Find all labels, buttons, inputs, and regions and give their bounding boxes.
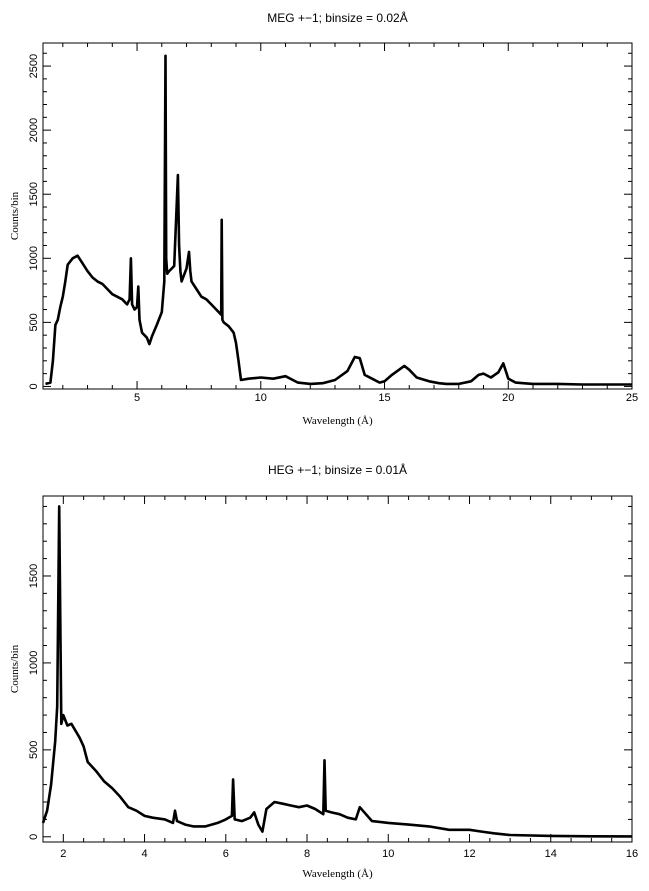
plot-frame bbox=[42, 495, 633, 843]
x-tick-label: 10 bbox=[382, 848, 394, 860]
y-tick-label: 0 bbox=[28, 383, 40, 389]
x-tick-label: 8 bbox=[304, 848, 310, 860]
y-tick-label: 1500 bbox=[28, 182, 40, 206]
chart-title: HEG +−1; binsize = 0.01Å bbox=[268, 462, 407, 477]
y-tick-label: 1000 bbox=[28, 246, 40, 270]
y-axis-label: Counts/bin bbox=[9, 191, 21, 240]
x-tick-label: 12 bbox=[463, 848, 475, 860]
spectrum-line bbox=[41, 505, 633, 838]
x-tick-label: 10 bbox=[255, 392, 267, 404]
y-tick-label: 2500 bbox=[28, 54, 40, 78]
x-tick-label: 6 bbox=[223, 848, 229, 860]
y-tick-label: 1500 bbox=[28, 564, 40, 588]
x-tick-label: 5 bbox=[134, 392, 140, 404]
x-axis-label: Wavelength (Å) bbox=[302, 415, 373, 427]
y-tick-label: 500 bbox=[28, 741, 40, 759]
y-axis-label: Counts/bin bbox=[9, 644, 21, 693]
x-axis-label: Wavelength (Å) bbox=[302, 868, 373, 880]
chart-title: MEG +−1; binsize = 0.02Å bbox=[267, 10, 407, 25]
chart-panel-1: MEG +−1; binsize = 0.02Å 5 10 15 20 25 0 500 100… bbox=[9, 10, 638, 427]
y-tick-label: 1000 bbox=[28, 651, 40, 675]
chart-panel-2: HEG +−1; binsize = 0.01Å 2 4 6 8 10 12 14 16 0 500… bbox=[9, 462, 638, 880]
x-tick-label: 2 bbox=[60, 848, 66, 860]
x-tick-label: 4 bbox=[141, 848, 147, 860]
x-tick-label: 16 bbox=[626, 848, 638, 860]
y-tick-label: 500 bbox=[28, 313, 40, 331]
y-tick-label: 2000 bbox=[28, 118, 40, 142]
spectrum-line bbox=[45, 54, 632, 386]
x-tick-label: 15 bbox=[378, 392, 390, 404]
plot-frame bbox=[42, 42, 633, 390]
x-tick-label: 25 bbox=[626, 392, 638, 404]
x-tick-label: 20 bbox=[502, 392, 514, 404]
x-tick-label: 14 bbox=[545, 848, 557, 860]
y-tick-label: 0 bbox=[28, 834, 40, 840]
